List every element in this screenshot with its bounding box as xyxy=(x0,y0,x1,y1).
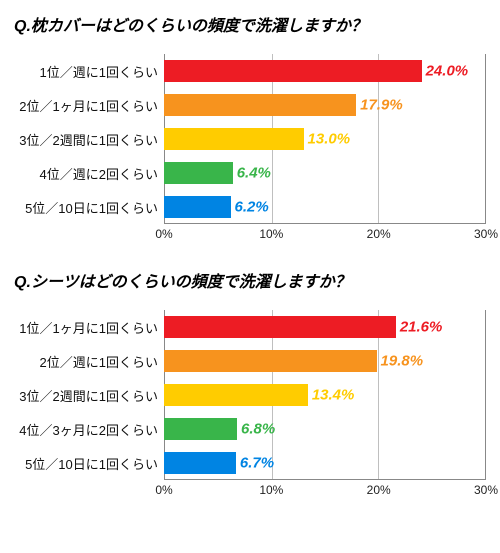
y-axis-labels: 1位／1ヶ月に1回くらい2位／週に1回くらい3位／2週間に1回くらい4位／3ヶ月… xyxy=(14,310,164,498)
bar-row: 6.4% xyxy=(164,156,486,190)
bar-value-label: 17.9% xyxy=(360,97,403,114)
y-axis-label: 3位／2週間に1回くらい xyxy=(14,122,158,156)
bar-row: 6.7% xyxy=(164,446,486,480)
bar: 6.8% xyxy=(164,418,237,440)
plot-area: 21.6%19.8%13.4%6.8%6.7%0%10%20%30% xyxy=(164,310,486,498)
bar-row: 24.0% xyxy=(164,54,486,88)
y-axis-label: 5位／10日に1回くらい xyxy=(14,190,158,224)
bar-row: 6.8% xyxy=(164,412,486,446)
bar-row: 17.9% xyxy=(164,88,486,122)
y-axis-label: 2位／1ヶ月に1回くらい xyxy=(14,88,158,122)
x-axis-label: 0% xyxy=(155,227,172,241)
x-axis-label: 30% xyxy=(474,483,498,497)
bar-row: 13.4% xyxy=(164,378,486,412)
y-axis-label: 4位／3ヶ月に2回くらい xyxy=(14,412,158,446)
y-axis-label: 2位／週に1回くらい xyxy=(14,344,158,378)
chart-title: Q.枕カバーはどのくらいの頻度で洗濯しますか？ xyxy=(14,12,486,36)
bar-value-label: 6.7% xyxy=(240,455,274,472)
bar-row: 21.6% xyxy=(164,310,486,344)
x-axis-label: 10% xyxy=(259,483,283,497)
bar-value-label: 13.0% xyxy=(308,131,351,148)
bar-value-label: 13.4% xyxy=(312,387,355,404)
x-axis-label: 30% xyxy=(474,227,498,241)
bar-row: 19.8% xyxy=(164,344,486,378)
bar: 13.4% xyxy=(164,384,308,406)
bar: 24.0% xyxy=(164,60,422,82)
x-axis-label: 20% xyxy=(367,483,391,497)
bar: 6.2% xyxy=(164,196,231,218)
x-axis-label: 20% xyxy=(367,227,391,241)
chart-block: Q.シーツはどのくらいの頻度で洗濯しますか？ 1位／1ヶ月に1回くらい2位／週に1… xyxy=(14,268,486,498)
bars-container: 24.0%17.9%13.0%6.4%6.2% xyxy=(164,54,486,224)
bar-row: 6.2% xyxy=(164,190,486,224)
y-axis-labels: 1位／週に1回くらい2位／1ヶ月に1回くらい3位／2週間に1回くらい4位／週に2… xyxy=(14,54,164,242)
bar: 19.8% xyxy=(164,350,377,372)
bar-value-label: 6.2% xyxy=(235,199,269,216)
x-axis: 0%10%20%30% xyxy=(164,480,486,498)
bars-container: 21.6%19.8%13.4%6.8%6.7% xyxy=(164,310,486,480)
y-axis-label: 5位／10日に1回くらい xyxy=(14,446,158,480)
bar: 6.7% xyxy=(164,452,236,474)
bar: 6.4% xyxy=(164,162,233,184)
bar-value-label: 21.6% xyxy=(400,319,443,336)
chart-title: Q.シーツはどのくらいの頻度で洗濯しますか？ xyxy=(14,268,486,292)
bar-value-label: 19.8% xyxy=(381,353,424,370)
chart-body: 1位／週に1回くらい2位／1ヶ月に1回くらい3位／2週間に1回くらい4位／週に2… xyxy=(14,54,486,242)
bar-row: 13.0% xyxy=(164,122,486,156)
bar-value-label: 24.0% xyxy=(426,63,469,80)
x-axis: 0%10%20%30% xyxy=(164,224,486,242)
y-axis-label: 4位／週に2回くらい xyxy=(14,156,158,190)
plot-area: 24.0%17.9%13.0%6.4%6.2%0%10%20%30% xyxy=(164,54,486,242)
bar: 21.6% xyxy=(164,316,396,338)
chart-body: 1位／1ヶ月に1回くらい2位／週に1回くらい3位／2週間に1回くらい4位／3ヶ月… xyxy=(14,310,486,498)
y-axis-label: 3位／2週間に1回くらい xyxy=(14,378,158,412)
x-axis-label: 0% xyxy=(155,483,172,497)
bar-value-label: 6.4% xyxy=(237,165,271,182)
bar: 17.9% xyxy=(164,94,356,116)
bar: 13.0% xyxy=(164,128,304,150)
y-axis-label: 1位／1ヶ月に1回くらい xyxy=(14,310,158,344)
bar-value-label: 6.8% xyxy=(241,421,275,438)
y-axis-label: 1位／週に1回くらい xyxy=(14,54,158,88)
chart-block: Q.枕カバーはどのくらいの頻度で洗濯しますか？ 1位／週に1回くらい2位／1ヶ月に… xyxy=(14,12,486,242)
x-axis-label: 10% xyxy=(259,227,283,241)
